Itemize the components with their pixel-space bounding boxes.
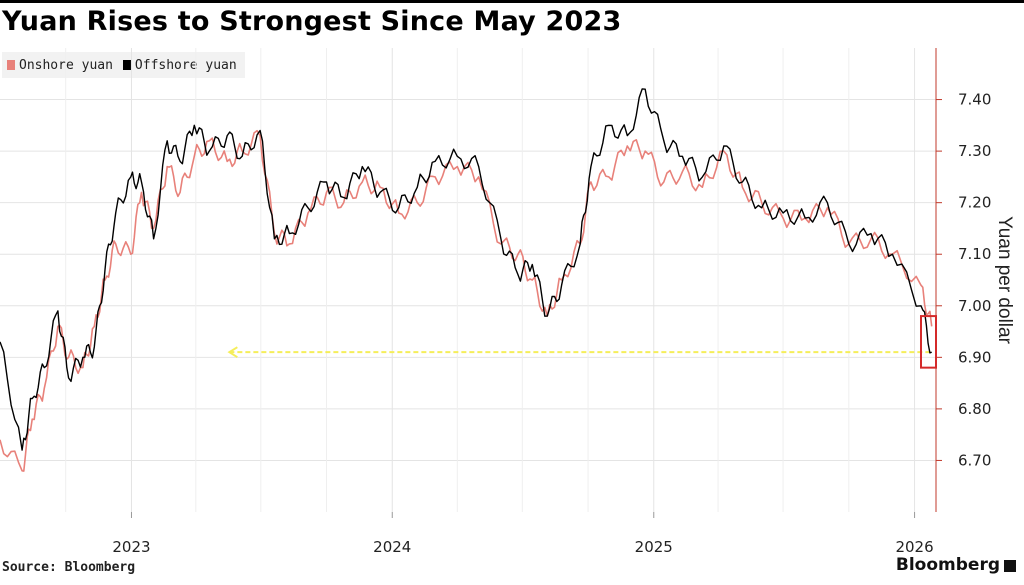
x-tick-label: 2024 [373,538,411,556]
source-note: Source: Bloomberg [2,560,136,575]
offshore-swatch [122,60,131,70]
brand-name: Bloomberg [895,555,1000,575]
offshore-series-line [0,88,932,451]
onshore-swatch [7,60,15,70]
y-tick-label: 7.10 [958,245,991,263]
y-tick-label: 7.30 [958,142,991,160]
x-tick-label: 2026 [895,538,933,556]
y-tick-label: 7.00 [958,297,991,315]
terminal-icon [1004,560,1016,572]
bloomberg-logo: Bloomberg [896,555,1016,575]
y-tick-label: 7.40 [958,91,991,109]
x-tick-label: 2023 [112,538,150,556]
y-tick-label: 7.20 [958,194,991,212]
legend-label-offshore: Offshore yuan [134,57,237,73]
y-axis-title: Yuan per dollar [994,216,1015,344]
y-tick-label: 6.70 [958,451,991,469]
latest-value-highlight-box [919,315,938,369]
onshore-series-line [0,129,933,472]
top-border [0,0,1024,3]
reference-arrow [227,346,238,359]
y-tick-label: 6.90 [958,348,991,366]
chart-title: Yuan Rises to Strongest Since May 2023 [2,6,622,37]
x-tick-label: 2025 [635,538,673,556]
legend-item-offshore: Offshore yuan [122,57,237,73]
chart-legend: Onshore yuan Offshore yuan [2,52,245,78]
y-tick-label: 6.80 [958,400,991,418]
